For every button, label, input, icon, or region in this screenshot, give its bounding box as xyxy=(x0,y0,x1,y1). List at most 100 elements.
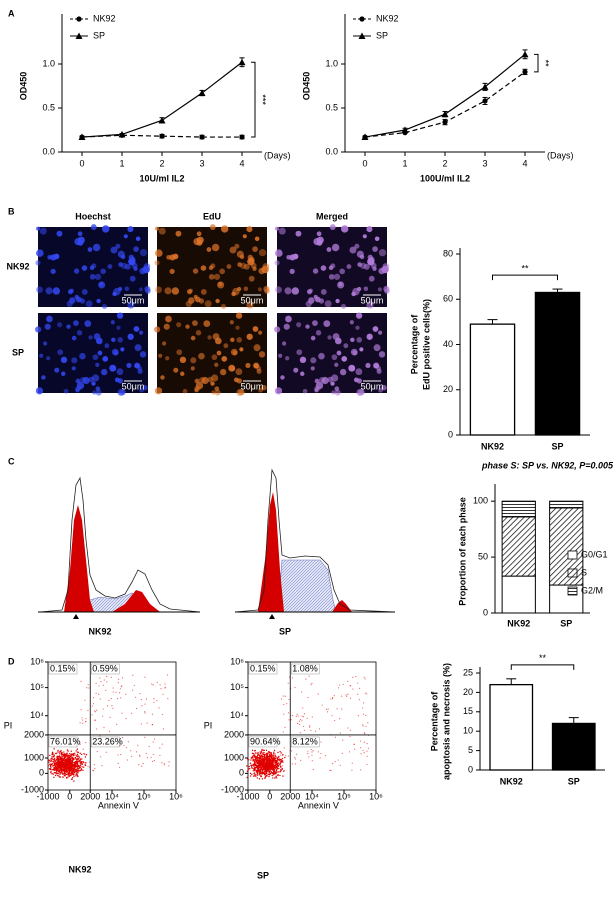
event-dot xyxy=(257,756,259,759)
event-dot xyxy=(360,740,362,742)
event-dot xyxy=(259,760,262,762)
event-dot xyxy=(247,759,250,761)
cell xyxy=(200,288,207,295)
cell xyxy=(296,322,302,328)
cell xyxy=(77,231,83,237)
y-tick-label: 0 xyxy=(448,429,453,439)
cell xyxy=(36,226,41,231)
event-dot xyxy=(362,749,364,752)
legend-marker xyxy=(358,32,366,39)
event-dot xyxy=(363,752,365,754)
event-dot xyxy=(364,692,366,694)
event-dot xyxy=(276,767,279,769)
event-dot xyxy=(130,755,133,758)
quadrant-box xyxy=(248,736,278,748)
y-tick-label: 10⁴ xyxy=(230,710,244,720)
bar xyxy=(551,722,596,771)
cell xyxy=(110,320,115,325)
event-dot xyxy=(51,763,53,766)
event-dot xyxy=(106,705,109,707)
histogram-marker xyxy=(269,614,275,619)
event-dot xyxy=(132,689,134,691)
y-tick-label: 2000 xyxy=(224,729,244,739)
event-dot xyxy=(57,751,59,753)
cell xyxy=(381,265,389,274)
event-dot xyxy=(94,768,96,770)
event-dot xyxy=(60,765,63,767)
event-dot xyxy=(159,747,161,749)
cell xyxy=(243,263,250,270)
event-dot xyxy=(320,741,322,743)
cell xyxy=(234,243,240,249)
event-dot xyxy=(132,674,134,676)
cell xyxy=(235,368,243,376)
event-dot xyxy=(55,771,57,774)
cell xyxy=(214,362,219,367)
y-tick-label: 10 xyxy=(463,726,473,736)
y-tick-label: 100 xyxy=(473,496,488,506)
event-dot xyxy=(130,712,133,714)
event-dot xyxy=(56,770,58,773)
legend-label: S xyxy=(581,567,587,577)
event-dot xyxy=(297,715,299,717)
cell xyxy=(378,249,387,257)
event-dot xyxy=(77,755,80,757)
event-dot xyxy=(151,723,153,726)
cell xyxy=(117,388,125,396)
event-dot xyxy=(272,777,274,779)
cell xyxy=(155,286,162,294)
event-dot xyxy=(257,767,259,769)
x-tick-label: -1000 xyxy=(36,791,59,801)
cell xyxy=(46,315,53,323)
y-tick-label: 1000 xyxy=(224,752,244,762)
event-dot xyxy=(99,735,101,737)
event-dot xyxy=(254,761,256,764)
event-dot xyxy=(73,768,76,771)
x-tick-label: 1 xyxy=(119,158,124,168)
event-dot xyxy=(58,756,60,758)
cell xyxy=(120,254,126,260)
event-dot xyxy=(272,769,274,772)
cell xyxy=(310,366,315,371)
event-dot xyxy=(139,755,141,757)
x-tick-label: 3 xyxy=(199,158,204,168)
event-dot xyxy=(58,775,60,777)
event-dot xyxy=(263,758,265,761)
cell xyxy=(246,333,253,340)
event-dot xyxy=(259,751,261,753)
cell xyxy=(242,234,247,239)
y-tick-label: 5 xyxy=(468,745,473,755)
cell xyxy=(44,323,51,330)
event-dot xyxy=(61,769,64,772)
event-dot xyxy=(151,760,154,762)
event-dot xyxy=(100,756,102,758)
cell xyxy=(101,225,110,233)
event-dot xyxy=(357,715,359,717)
event-dot xyxy=(144,712,146,714)
event-dot xyxy=(71,761,74,764)
event-dot xyxy=(317,693,319,695)
event-dot xyxy=(314,730,317,732)
event-dot xyxy=(274,765,276,767)
cell xyxy=(310,357,317,364)
event-dot xyxy=(273,760,275,762)
cell xyxy=(88,335,93,340)
event-dot xyxy=(78,767,80,770)
cell xyxy=(318,298,325,304)
event-dot xyxy=(347,727,349,729)
cell xyxy=(363,286,369,292)
event-dot xyxy=(261,752,264,754)
y-tick-label: 2000 xyxy=(24,729,44,739)
event-dot xyxy=(271,764,273,766)
event-dot xyxy=(301,691,303,693)
cell xyxy=(75,378,81,384)
x-tick-label: 0 xyxy=(67,791,72,801)
event-dot xyxy=(311,751,313,753)
cell xyxy=(57,349,64,356)
cell xyxy=(257,287,262,292)
y-axis-title: PI xyxy=(204,720,213,730)
cell xyxy=(111,366,117,371)
legend-swatch xyxy=(567,586,578,596)
cell xyxy=(154,326,161,333)
